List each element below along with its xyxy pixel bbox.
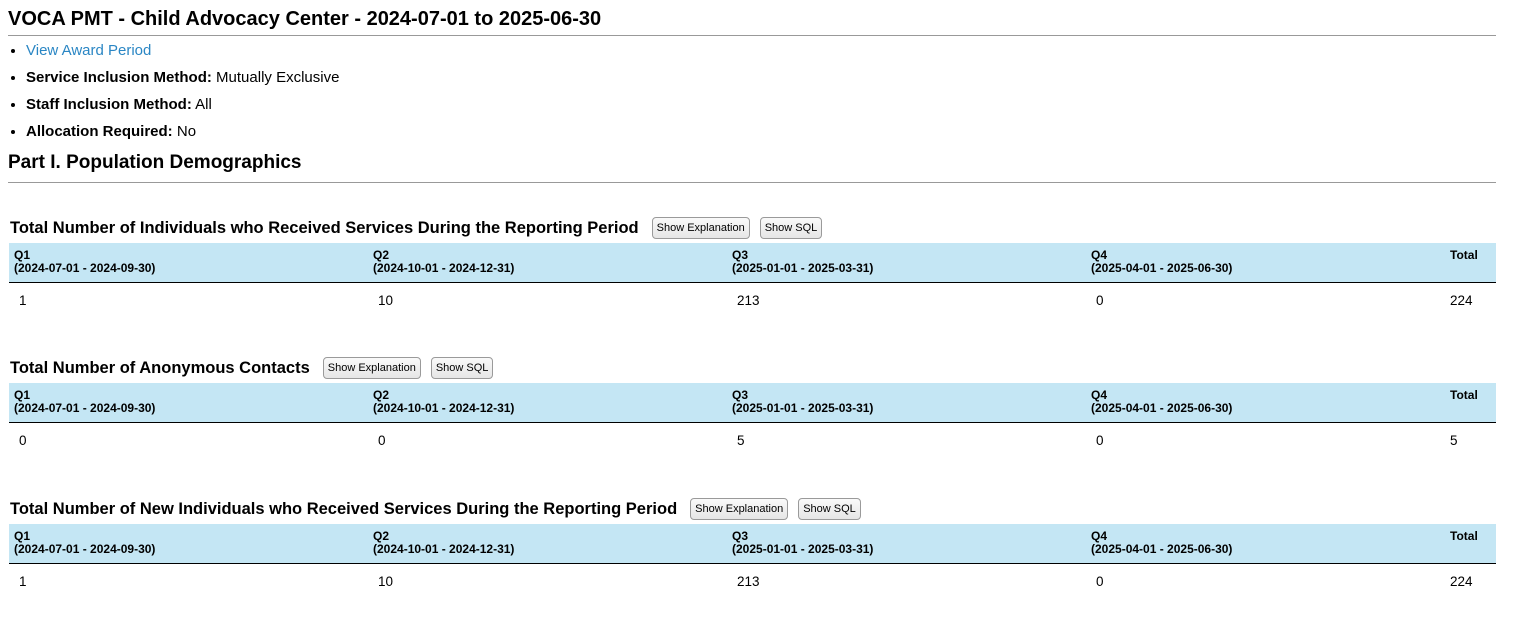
column-header-q2: Q2 (2024-10-01 - 2024-12-31) xyxy=(368,524,727,564)
cell-q1: 0 xyxy=(19,433,27,448)
cell-q3: 213 xyxy=(737,574,760,589)
cell-q4: 0 xyxy=(1096,433,1104,448)
show-explanation-button[interactable]: Show Explanation xyxy=(651,217,750,239)
report-title: Total Number of Anonymous Contacts xyxy=(10,358,310,377)
column-header-q3: Q3 (2025-01-01 - 2025-03-31) xyxy=(727,524,1086,564)
quarter-table: Q1 (2024-07-01 - 2024-09-30) Q2 (2024-10-0… xyxy=(9,383,1496,453)
report-header: Total Number of New Individuals who Rece… xyxy=(9,496,1496,522)
report-title: Total Number of Individuals who Received… xyxy=(10,218,639,237)
column-header-q4: Q4 (2025-04-01 - 2025-06-30) xyxy=(1086,383,1445,423)
table-header-row: Q1 (2024-07-01 - 2024-09-30) Q2 (2024-10-0… xyxy=(9,243,1496,283)
meta-label: Service Inclusion Method: xyxy=(26,69,212,86)
cell-q3: 5 xyxy=(737,433,745,448)
cell-q1: 1 xyxy=(19,574,27,589)
column-header-q2: Q2 (2024-10-01 - 2024-12-31) xyxy=(368,383,727,423)
column-header-q4: Q4 (2025-04-01 - 2025-06-30) xyxy=(1086,243,1445,283)
table-header-row: Q1 (2024-07-01 - 2024-09-30) Q2 (2024-10-0… xyxy=(9,524,1496,564)
show-sql-button[interactable]: Show SQL xyxy=(430,357,494,379)
report-anonymous-contacts: Total Number of Anonymous Contacts Show … xyxy=(9,355,1496,453)
column-header-q1: Q1 (2024-07-01 - 2024-09-30) xyxy=(9,383,368,423)
column-header-total: Total xyxy=(1445,383,1496,423)
cell-q2: 0 xyxy=(378,433,386,448)
cell-q4: 0 xyxy=(1096,574,1104,589)
cell-q2: 10 xyxy=(378,293,394,308)
report-header: Total Number of Anonymous Contacts Show … xyxy=(9,355,1496,381)
quarter-table: Q1 (2024-07-01 - 2024-09-30) Q2 (2024-10-0… xyxy=(9,243,1496,313)
page-title: VOCA PMT - Child Advocacy Center - 2024-… xyxy=(8,0,1496,36)
view-award-period-link[interactable]: View Award Period xyxy=(26,42,152,59)
cell-total: 224 xyxy=(1450,574,1473,589)
column-header-total: Total xyxy=(1445,243,1496,283)
meta-label: Staff Inclusion Method: xyxy=(26,96,192,113)
column-header-q4: Q4 (2025-04-01 - 2025-06-30) xyxy=(1086,524,1445,564)
show-explanation-button[interactable]: Show Explanation xyxy=(690,498,789,520)
cell-total: 224 xyxy=(1450,293,1473,308)
page: VOCA PMT - Child Advocacy Center - 2024-… xyxy=(0,0,1514,594)
table-row: 1 10 213 0 224 xyxy=(9,564,1496,595)
quarter-table: Q1 (2024-07-01 - 2024-09-30) Q2 (2024-10-0… xyxy=(9,524,1496,594)
meta-item-service-inclusion: Service Inclusion Method: Mutually Exclu… xyxy=(26,69,1496,87)
meta-item-allocation-required: Allocation Required: No xyxy=(26,123,1496,141)
show-sql-button[interactable]: Show SQL xyxy=(798,498,861,520)
meta-item-staff-inclusion: Staff Inclusion Method: All xyxy=(26,96,1496,114)
meta-item-award-link: View Award Period xyxy=(26,42,1496,60)
cell-q1: 1 xyxy=(19,293,27,308)
meta-value: Mutually Exclusive xyxy=(216,69,340,86)
cell-total: 5 xyxy=(1450,433,1458,448)
column-header-q1: Q1 (2024-07-01 - 2024-09-30) xyxy=(9,243,368,283)
award-meta-list: View Award Period Service Inclusion Meth… xyxy=(8,42,1496,141)
show-explanation-button[interactable]: Show Explanation xyxy=(322,357,421,379)
cell-q3: 213 xyxy=(737,293,760,308)
cell-q2: 10 xyxy=(378,574,394,589)
show-sql-button[interactable]: Show SQL xyxy=(759,217,823,239)
report-new-individuals-served: Total Number of New Individuals who Rece… xyxy=(9,496,1496,594)
meta-value: All xyxy=(195,96,212,113)
report-title: Total Number of New Individuals who Rece… xyxy=(10,499,678,518)
meta-label: Allocation Required: xyxy=(26,123,173,140)
table-header-row: Q1 (2024-07-01 - 2024-09-30) Q2 (2024-10-0… xyxy=(9,383,1496,423)
report-header: Total Number of Individuals who Received… xyxy=(9,215,1496,241)
meta-value: No xyxy=(176,123,197,140)
table-row: 1 10 213 0 224 xyxy=(9,283,1496,314)
cell-q4: 0 xyxy=(1096,293,1104,308)
section-title: Part I. Population Demographics xyxy=(8,152,1496,183)
column-header-total: Total xyxy=(1445,524,1496,564)
report-individuals-served: Total Number of Individuals who Received… xyxy=(9,215,1496,313)
table-row: 0 0 5 0 5 xyxy=(9,423,1496,454)
column-header-q2: Q2 (2024-10-01 - 2024-12-31) xyxy=(368,243,727,283)
column-header-q3: Q3 (2025-01-01 - 2025-03-31) xyxy=(727,243,1086,283)
column-header-q1: Q1 (2024-07-01 - 2024-09-30) xyxy=(9,524,368,564)
column-header-q3: Q3 (2025-01-01 - 2025-03-31) xyxy=(727,383,1086,423)
